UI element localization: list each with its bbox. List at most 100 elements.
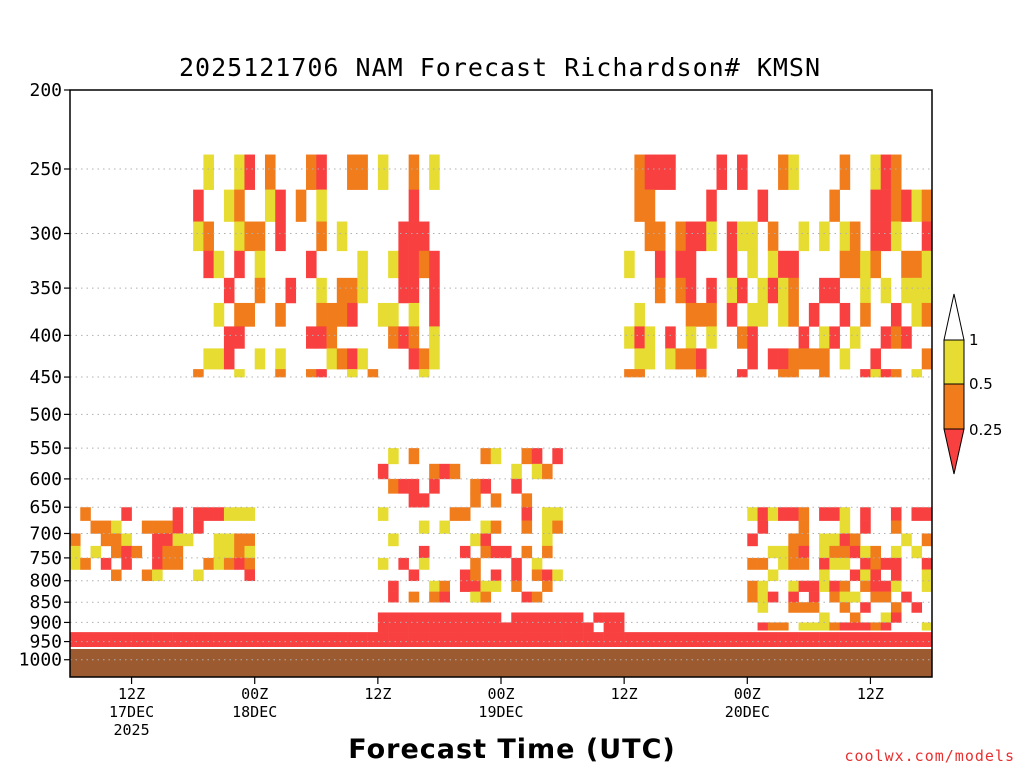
heatmap-cell [172, 507, 184, 521]
heatmap-cell [767, 591, 779, 603]
heatmap-cell [111, 641, 122, 648]
heatmap-cell [501, 545, 512, 559]
heatmap-cell [890, 569, 902, 582]
heatmap-cell [870, 569, 881, 582]
heatmap-cell [860, 520, 871, 534]
heatmap-cell [798, 602, 810, 613]
heatmap-cell [418, 641, 430, 648]
heatmap-cell [121, 507, 132, 521]
heatmap-cell [819, 641, 830, 648]
heatmap-cell [798, 326, 810, 349]
heatmap-cell [593, 641, 604, 648]
heatmap-cell [849, 641, 861, 648]
heatmap-cell [203, 507, 214, 521]
heatmap-cell [480, 612, 492, 623]
heatmap-cell [521, 448, 533, 465]
heatmap-cell [921, 189, 933, 222]
heatmap-cell [131, 545, 143, 559]
heatmap-cell [788, 277, 799, 304]
heatmap-cell [890, 632, 902, 642]
heatmap-cell [398, 632, 409, 642]
heatmap-cell [819, 622, 830, 631]
heatmap-cell [624, 369, 635, 378]
y-tick-label: 250 [29, 159, 62, 180]
heatmap-cell [80, 641, 91, 648]
heatmap-cell [921, 641, 933, 648]
heatmap-cell [213, 545, 225, 559]
heatmap-cell [829, 580, 840, 592]
heatmap-cell [839, 602, 851, 613]
heatmap-cell [336, 348, 348, 370]
heatmap-cell [213, 250, 225, 279]
heatmap-cell [860, 557, 871, 570]
heatmap-cell [767, 545, 779, 559]
heatmap-cell [418, 545, 430, 559]
credit-link[interactable]: coolwx.com/models [844, 747, 1015, 765]
heatmap-cell [880, 612, 892, 623]
heatmap-cell [408, 221, 420, 252]
heatmap-cell [172, 520, 184, 534]
heatmap-cell [593, 612, 604, 623]
heatmap-cell [788, 369, 799, 378]
heatmap-cell [901, 277, 912, 304]
heatmap-cell [798, 632, 810, 642]
heatmap-cell [203, 348, 214, 370]
heatmap-cell [542, 632, 553, 642]
heatmap-cell [275, 302, 286, 327]
heatmap-cell [111, 632, 122, 642]
heatmap-cell [398, 277, 409, 304]
heatmap-cell [757, 557, 769, 570]
heatmap-cell [182, 632, 194, 642]
heatmap-cell [244, 641, 256, 648]
heatmap-cell [798, 557, 810, 570]
heatmap-cell [849, 326, 861, 349]
heatmap-cell [439, 632, 450, 642]
heatmap-cell [223, 348, 235, 370]
heatmap-cell [911, 507, 923, 521]
heatmap-cell [254, 221, 266, 252]
heatmap-cell [644, 348, 656, 370]
heatmap-cell [275, 221, 286, 252]
heatmap-cell [737, 369, 748, 378]
heatmap-cell [439, 520, 450, 534]
heatmap-cell [757, 632, 769, 642]
x-tick-label: 20DEC [725, 703, 770, 721]
heatmap-cell [377, 612, 389, 623]
heatmap-cell [162, 557, 173, 570]
heatmap-cell [798, 348, 810, 370]
heatmap-cell [890, 326, 902, 349]
x-tick-label: 18DEC [232, 703, 277, 721]
heatmap-cell [285, 641, 297, 648]
heatmap-cell [511, 641, 522, 648]
heatmap-cell [819, 277, 830, 304]
heatmap-cell [490, 622, 502, 633]
heatmap-cell [870, 622, 881, 631]
heatmap-cell [839, 221, 851, 252]
heatmap-cell [388, 641, 399, 648]
heatmap-cell [521, 622, 533, 633]
heatmap-cell [223, 533, 235, 547]
heatmap-cell [890, 221, 902, 252]
heatmap-cell [726, 641, 738, 648]
heatmap-cell [213, 533, 225, 547]
heatmap-cell [849, 612, 861, 623]
heatmap-cell [439, 612, 450, 623]
heatmap-cell [870, 632, 881, 642]
heatmap-cell [480, 533, 492, 547]
heatmap-cell [870, 189, 881, 222]
heatmap-cell [849, 545, 861, 559]
heatmap-cell [829, 557, 840, 570]
heatmap-cell [839, 154, 851, 190]
heatmap-cell [767, 348, 779, 370]
heatmap-cell [234, 632, 245, 642]
heatmap-cell [778, 641, 789, 648]
heatmap-cell [870, 545, 881, 559]
heatmap-cell [480, 591, 492, 603]
heatmap-cell [747, 557, 758, 570]
heatmap-cell [347, 302, 358, 327]
heatmap-cell [613, 632, 625, 642]
heatmap-cell [808, 348, 820, 370]
heatmap-cell [839, 580, 851, 592]
heatmap-cell [193, 632, 204, 642]
heatmap-cell [316, 221, 327, 252]
